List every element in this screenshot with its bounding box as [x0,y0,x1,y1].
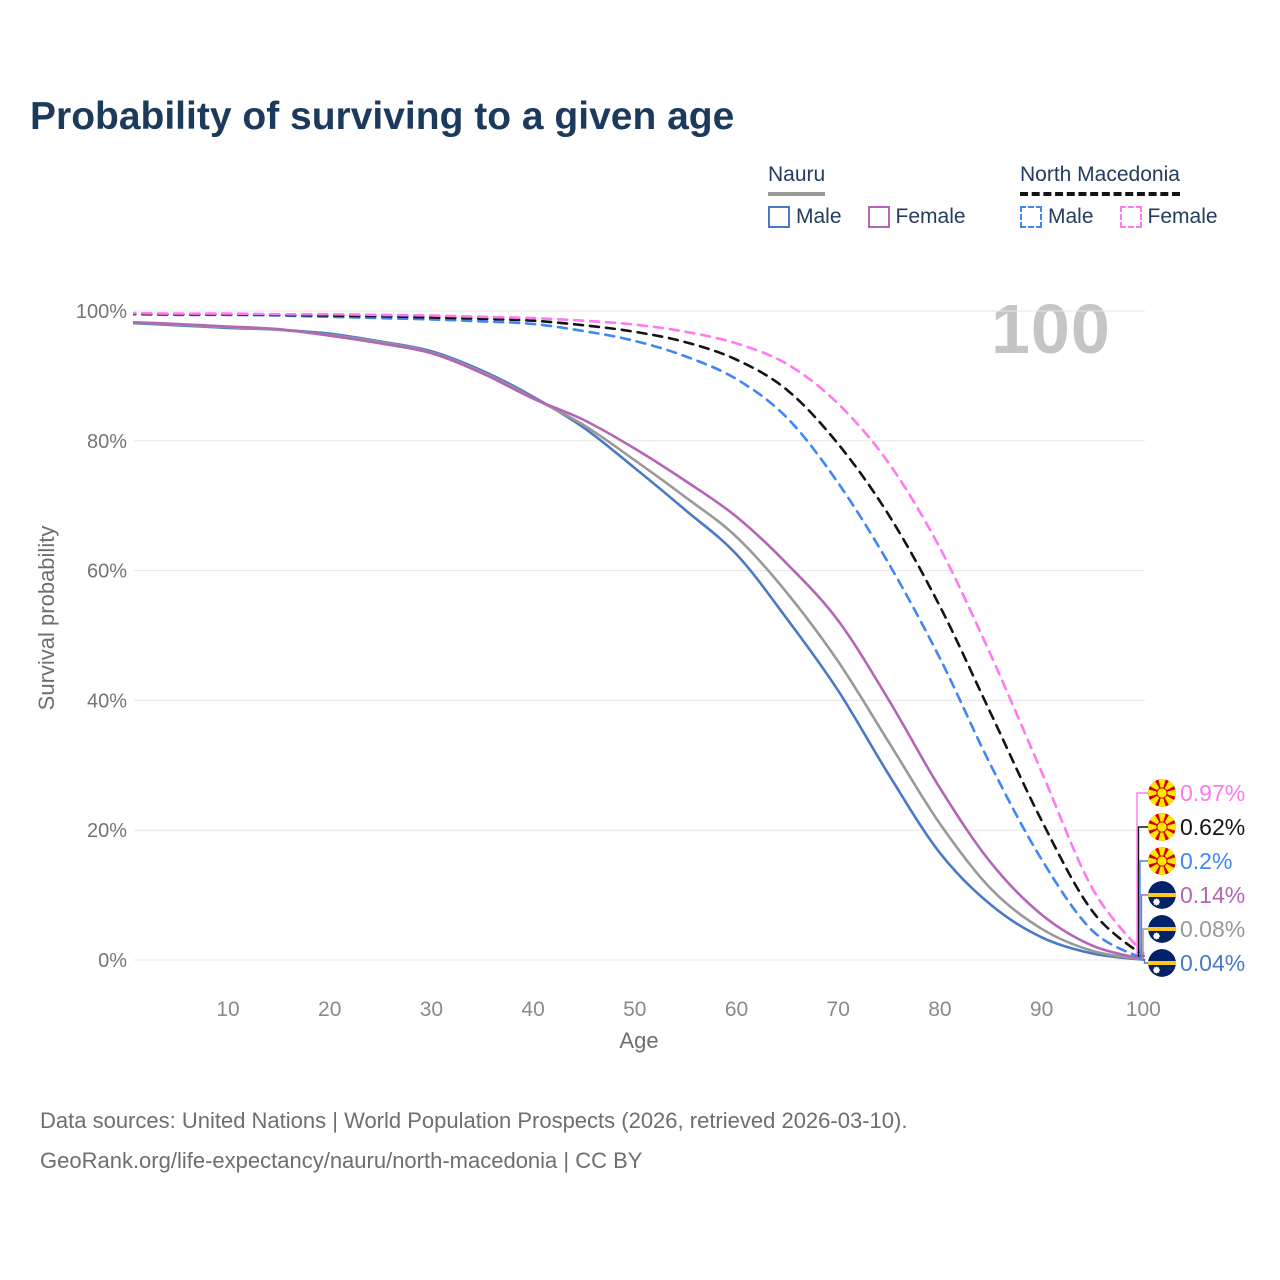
legend-item-nm-female[interactable]: Female [1119,205,1218,229]
y-tick-label-60: 60% [87,561,127,583]
tick-labels: 0% 20% 40% 60% 80% 100% 10 20 30 40 50 60 70 80 90 100 [76,301,1161,1021]
north-macedonia-flag-icon [1147,812,1177,842]
footer-data-sources: Data sources: United Nations | World Pop… [40,1108,908,1133]
leader-line-nauru-female [1140,894,1148,960]
nauru-female-swatch-icon [867,206,890,228]
page-title: Probability of surviving to a given age [30,95,735,138]
legend-item-nauru-female[interactable]: Female [867,205,966,229]
nauru-flag-icon [1148,949,1176,977]
x-tick-label-40: 40 [521,998,544,1021]
end-label-north-macedonia-female: 0.97% [1180,780,1245,806]
nauru-flag-icon [1148,881,1176,909]
y-tick-label-20: 20% [87,820,127,842]
nauru-male-swatch-icon [768,206,790,228]
leader-lines [1136,792,1148,964]
north-macedonia-flag-icon [1147,778,1177,808]
legend-header-north-macedonia: North Macedonia [1020,163,1180,196]
end-label-nauru-female: 0.14% [1180,882,1245,908]
nauru-flag-icon [1148,915,1176,943]
north-macedonia-flag-icon [1147,846,1177,876]
x-tick-label-20: 20 [318,998,341,1021]
legend-group-nauru: Nauru Male Female [768,163,966,229]
legend-item-nm-male[interactable]: Male [1020,205,1094,229]
legend-label: Male [1048,205,1094,228]
end-label-nauru-male: 0.04% [1180,950,1245,976]
x-tick-label-50: 50 [623,998,646,1021]
legend-label: Male [796,205,842,228]
nm-female-swatch-icon [1119,206,1142,228]
x-axis-title: Age [619,1028,659,1053]
legend-label: Female [895,205,966,228]
curves [126,311,1145,961]
legend-items-north-macedonia: Male Female [1020,205,1218,229]
watermark-100: 100 [991,290,1111,368]
x-tick-label-90: 90 [1030,998,1053,1021]
end-label-north-macedonia-both-sexes: 0.62% [1180,814,1245,840]
x-tick-label-30: 30 [420,998,443,1021]
x-tick-label-80: 80 [928,998,951,1021]
x-tick-label-100: 100 [1126,998,1161,1021]
x-tick-label-70: 70 [827,998,850,1021]
gridlines [134,310,1145,961]
end-label-nauru-both-sexes: 0.08% [1180,916,1245,942]
end-labels: 0.97% 0.62% 0.2% 0.14% 0.08% 0.04% [1147,778,1245,977]
end-label-north-macedonia-male: 0.2% [1180,848,1232,874]
legend-group-north-macedonia: North Macedonia Male Female [1020,163,1218,229]
curve-north-macedonia-female[interactable] [126,311,1145,955]
legend-items-nauru: Male Female [768,205,966,229]
leader-line-nauru-male [1143,959,1148,964]
nm-male-swatch-icon [1020,206,1042,228]
footer-link[interactable]: GeoRank.org/life-expectancy/nauru/north-… [40,1148,643,1173]
leader-line-north-macedonia-both-sexes [1137,826,1148,957]
y-tick-label-80: 80% [87,431,127,453]
curve-nauru-female[interactable] [126,320,1145,961]
y-axis-title: Survival probability [34,525,59,711]
leader-line-nauru-both-sexes [1142,928,1148,960]
legend-label: Female [1147,205,1218,228]
x-tick-label-60: 60 [725,998,748,1021]
y-tick-label-0: 0% [98,950,127,972]
legend-item-nauru-male[interactable]: Male [768,205,842,229]
legend-header-nauru: Nauru [768,163,826,196]
curve-north-macedonia-both-sexes[interactable] [126,312,1145,958]
y-tick-label-40: 40% [87,690,127,712]
x-tick-label-10: 10 [216,998,239,1021]
y-tick-label-100: 100% [76,301,127,323]
